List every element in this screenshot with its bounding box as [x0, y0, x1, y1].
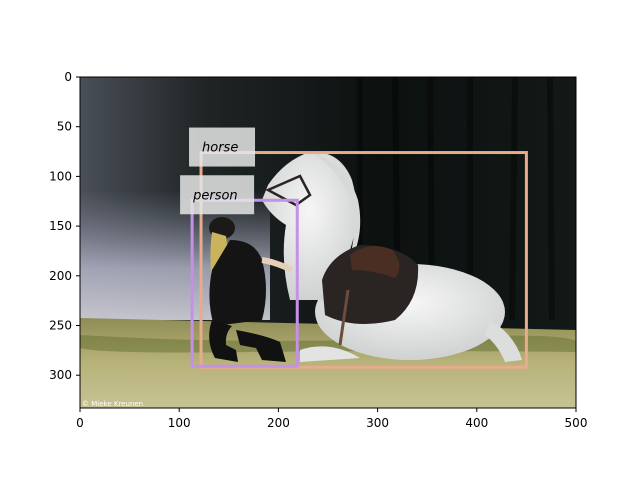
y-tick-label: 200	[49, 269, 72, 283]
photo: © Mieke Kreunen	[80, 77, 576, 408]
detection-label-bg-horse	[189, 127, 256, 167]
x-tick-label: 100	[168, 416, 191, 430]
detection-label-bg-person	[180, 175, 255, 215]
y-tick-label: 0	[64, 70, 72, 84]
detection-label-person: person	[192, 188, 238, 203]
x-tick-label: 500	[565, 416, 588, 430]
y-axis: 0 50 100 150 200 250 300	[49, 70, 80, 382]
detection-label-horse: horse	[202, 141, 238, 156]
y-tick-label: 300	[49, 368, 72, 382]
axes-frame	[79, 76, 577, 409]
detections: horse person	[180, 127, 528, 369]
x-tick-label: 300	[366, 416, 389, 430]
detection-box-horse	[199, 151, 528, 369]
photo-credit: © Mieke Kreunen	[82, 400, 143, 408]
y-tick-label: 50	[57, 120, 72, 134]
y-tick-label: 100	[49, 169, 72, 183]
y-tick-label: 250	[49, 318, 72, 332]
x-tick-label: 0	[76, 416, 84, 430]
x-axis: 0 100 200 300 400 500	[76, 408, 587, 430]
x-tick-label: 200	[267, 416, 290, 430]
y-tick-label: 150	[49, 219, 72, 233]
x-tick-label: 400	[465, 416, 488, 430]
